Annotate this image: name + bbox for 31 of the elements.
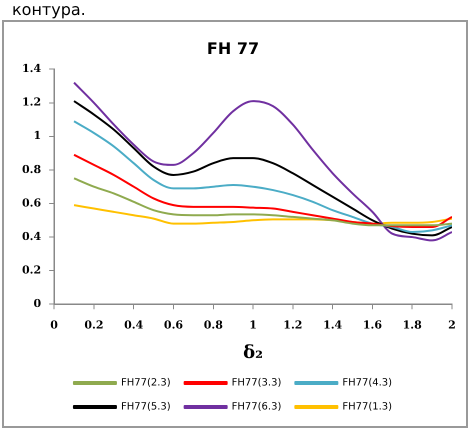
y-tick-label: 1.2 bbox=[22, 96, 42, 109]
x-tick-label: 1.8 bbox=[402, 318, 422, 332]
x-tick-label: 0.4 bbox=[124, 318, 144, 332]
line-series bbox=[73, 154, 452, 228]
legend-label: FH77(1.3) bbox=[342, 402, 392, 413]
x-tick-label: 0.8 bbox=[204, 318, 224, 332]
y-tick-label: 1 bbox=[33, 129, 42, 142]
x-tick-label: 1.2 bbox=[283, 318, 302, 332]
y-tick-label: 0.2 bbox=[22, 263, 42, 276]
x-tick-label: 1.4 bbox=[323, 318, 343, 332]
y-tick-label: 0.8 bbox=[22, 162, 42, 176]
x-tick-label: 1 bbox=[249, 318, 257, 332]
legend-label: FH77(4.3) bbox=[342, 378, 392, 389]
x-tick-label: 2 bbox=[448, 318, 456, 332]
x-tick-label: 0.2 bbox=[84, 318, 104, 332]
line-series bbox=[73, 120, 452, 234]
legend-label: FH77(6.3) bbox=[232, 402, 282, 413]
y-tick-label: 0.6 bbox=[22, 196, 42, 210]
x-tick-label: 0 bbox=[50, 318, 58, 332]
legend-label: FH77(2.3) bbox=[120, 378, 171, 389]
text: контура. bbox=[11, 0, 87, 20]
legend-label: FH77(5.3) bbox=[120, 402, 171, 413]
y-tick-label: 0.4 bbox=[22, 230, 42, 243]
y-tick-label: 1.4 bbox=[22, 62, 42, 76]
chart-title: FH 77 bbox=[206, 38, 260, 58]
line-series bbox=[73, 177, 452, 226]
legend-label: FH77(3.3) bbox=[232, 378, 282, 389]
x-tick-label: 0.6 bbox=[164, 318, 184, 332]
y-tick-label: 0 bbox=[33, 297, 42, 310]
x-tick-label: 1.6 bbox=[362, 318, 382, 332]
x-axis-title: δ₂ bbox=[243, 342, 264, 363]
